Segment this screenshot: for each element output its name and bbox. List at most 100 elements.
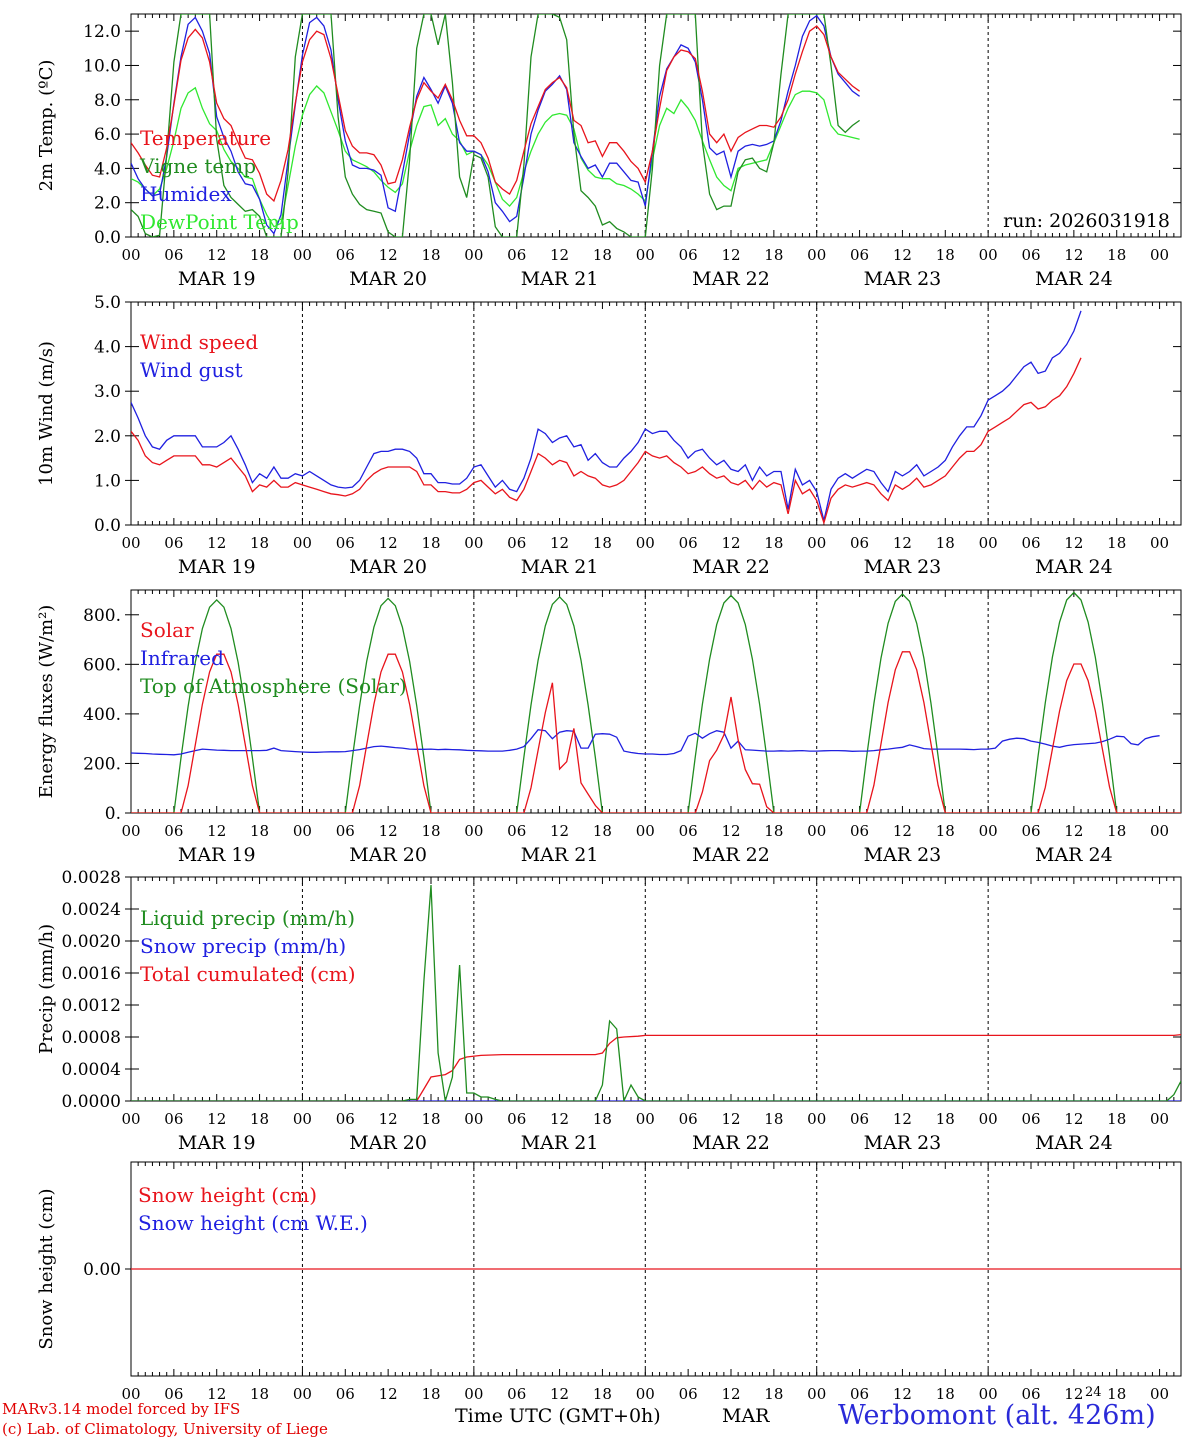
x-hour-label: 06 <box>336 1385 355 1403</box>
x-hour-label: 12 <box>379 534 398 552</box>
x-hour-label: 00 <box>636 534 655 552</box>
x-hour-label: 18 <box>421 1110 440 1128</box>
x-day-label: MAR 23 <box>864 268 942 290</box>
y-tick-label: 4.0 <box>94 338 121 358</box>
x-hour-label: 00 <box>1150 822 1169 840</box>
x-day-label: MAR 23 <box>864 844 942 866</box>
x-hour-label: 06 <box>679 822 698 840</box>
x-hour-label: 12 <box>550 1110 569 1128</box>
y-axis-label: Precip (mm/h) <box>36 924 57 1054</box>
x-day-label: MAR 20 <box>349 268 427 290</box>
legend-entry: Liquid precip (mm/h) <box>140 906 355 930</box>
x-hour-label: 12 <box>379 1110 398 1128</box>
x-hour-label: 18 <box>1107 822 1126 840</box>
x-hour-label: 00 <box>293 1110 312 1128</box>
x-hour-label: 18 <box>1107 534 1126 552</box>
x-hour-label: 18 <box>764 1385 783 1403</box>
x-hour-label: 00 <box>464 1110 483 1128</box>
x-hour-label: 00 <box>979 246 998 264</box>
x-hour-label: 06 <box>164 1385 183 1403</box>
x-hour-label: 00 <box>807 822 826 840</box>
panel-frame <box>130 301 1182 526</box>
x-hour-label: 12 <box>893 534 912 552</box>
y-tick-label: 8.0 <box>94 91 121 111</box>
x-day-label: MAR 24 <box>1035 268 1113 290</box>
x-hour-label: 00 <box>636 1385 655 1403</box>
x-hour-label: 00 <box>121 246 140 264</box>
x-day-label: MAR 24 <box>1035 556 1113 578</box>
x-hour-label: 00 <box>464 1385 483 1403</box>
x-hour-label: 12 <box>207 246 226 264</box>
series-line-wind-gust <box>131 310 1082 521</box>
x-hour-label: 06 <box>336 1110 355 1128</box>
x-hour-label: 12 <box>721 1385 740 1403</box>
x-hour-label: 06 <box>507 246 526 264</box>
legend-entry: Solar <box>140 618 194 642</box>
x-hour-label: 12 <box>207 1385 226 1403</box>
x-hour-label: 06 <box>850 1110 869 1128</box>
series-line-top-of-atmosphere-solar- <box>131 591 1181 813</box>
y-tick-label: 0.0 <box>94 516 121 536</box>
x-hour-label: 18 <box>421 1385 440 1403</box>
x-hour-label: 12 <box>893 1385 912 1403</box>
x-hour-label: 18 <box>593 1110 612 1128</box>
x-hour-label: 06 <box>679 246 698 264</box>
x-hour-label: 12 <box>721 822 740 840</box>
panel-snow: 0.00 Snow height (cm) 00 06 12 18 00 06 12 18 00 06… <box>36 1161 1182 1403</box>
x-hour-label: 06 <box>507 1110 526 1128</box>
series-line-humidex <box>131 14 860 235</box>
x-hour-label: 18 <box>1107 1110 1126 1128</box>
x-hour-label: 06 <box>1021 246 1040 264</box>
x-hour-label: 12 <box>1064 1110 1083 1128</box>
y-tick-label: 0.0028 <box>62 868 121 888</box>
x-hour-label: 06 <box>850 1385 869 1403</box>
x-hour-label: 00 <box>979 1110 998 1128</box>
legend-entry: Infrared <box>140 646 224 670</box>
x-hour-label: 12 <box>379 1385 398 1403</box>
x-hour-label: 00 <box>979 822 998 840</box>
y-axis-label: 10m Wind (m/s) <box>36 341 57 486</box>
x-hour-label: 00 <box>807 534 826 552</box>
legend-entry: Vigne temp <box>139 154 256 178</box>
y-tick-label: 12.0 <box>83 22 121 42</box>
panel-frame <box>130 13 1182 238</box>
x-day-label: MAR 21 <box>521 556 599 578</box>
panel-temp: 0.0 2.0 4.0 6.0 8.0 10.0 12.0 2m Temp. (ºC) 00 06… <box>36 13 1182 290</box>
series-line-temperature <box>131 25 860 203</box>
time-axis-label: Time UTC (GMT+0h) <box>455 1405 661 1427</box>
x-hour-label: 12 <box>1064 1385 1083 1403</box>
x-hour-label: 18 <box>936 534 955 552</box>
x-hour-label: 00 <box>1150 534 1169 552</box>
x-hour-label: 12 <box>1064 246 1083 264</box>
x-hour-label: 18 <box>936 822 955 840</box>
x-hour-label: 12 <box>893 822 912 840</box>
x-day-label: MAR 22 <box>692 268 770 290</box>
x-hour-label: 06 <box>1021 1110 1040 1128</box>
x-hour-label: 18 <box>250 1110 269 1128</box>
x-hour-label: 00 <box>121 534 140 552</box>
x-hour-label: 00 <box>293 1385 312 1403</box>
x-hour-label: 18 <box>936 1110 955 1128</box>
x-hour-label: 18 <box>936 1385 955 1403</box>
x-hour-label: 12 <box>550 1385 569 1403</box>
x-day-label: MAR 23 <box>864 556 942 578</box>
x-hour-label: 12 <box>379 246 398 264</box>
x-hour-label: 18 <box>764 822 783 840</box>
x-day-label: MAR 19 <box>178 268 256 290</box>
legend-entry: Wind speed <box>140 330 258 354</box>
x-hour-label: 18 <box>593 822 612 840</box>
x-hour-label: 00 <box>807 246 826 264</box>
y-tick-label: 0.0000 <box>62 1092 121 1112</box>
x-hour-label: 18 <box>764 1110 783 1128</box>
x-hour-label: 06 <box>1021 534 1040 552</box>
x-hour-label: 18 <box>250 246 269 264</box>
x-hour-label: 00 <box>636 246 655 264</box>
x-hour-label: 00 <box>979 1385 998 1403</box>
legend-entry: Temperature <box>140 126 271 150</box>
legend-entry: Snow height (cm) <box>138 1183 317 1207</box>
x-hour-label: 12 <box>550 822 569 840</box>
x-hour-label: 06 <box>679 1385 698 1403</box>
run-annotation: run: 2026031918 <box>1003 210 1170 232</box>
x-hour-label: 06 <box>1021 1385 1040 1403</box>
